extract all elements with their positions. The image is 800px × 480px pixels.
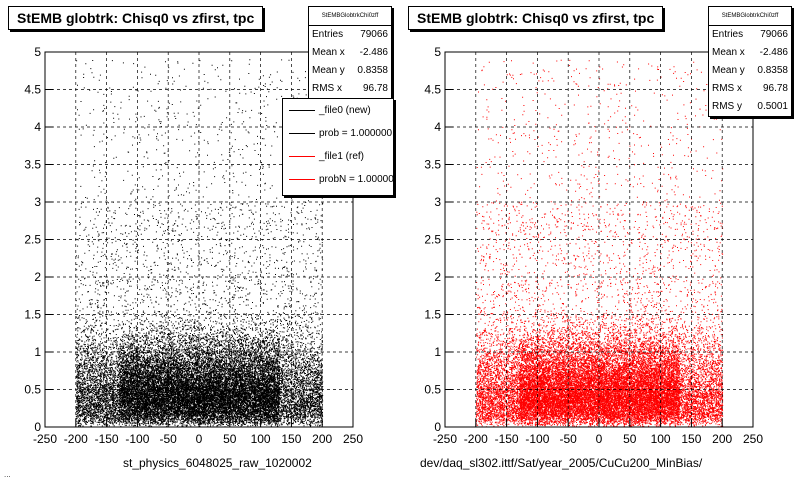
scatter-core — [518, 314, 680, 427]
y-tick-label: 4.5 — [424, 83, 441, 97]
stats-label: RMS x — [712, 83, 742, 94]
y-tick-label: 4 — [434, 120, 441, 134]
x-tick-label: 200 — [712, 432, 732, 446]
y-tick-label: 3.5 — [424, 158, 441, 172]
legend-line-icon — [289, 133, 315, 134]
legend-entry: prob = 1.000000 — [283, 122, 393, 145]
footnote: ... — [4, 470, 11, 479]
left-plot-panel: -250 -200 -150 -100 -50 0 50 100 150 200 250 0 0.5 1 1… — [4, 6, 394, 479]
x-tick-label: 50 — [623, 432, 637, 446]
legend-line-icon — [289, 179, 315, 180]
x-tick-label: 250 — [743, 432, 763, 446]
stats-row: Entries 79066 — [709, 26, 791, 44]
x-tick-label: -50 — [160, 432, 178, 446]
x-tick-label: -100 — [125, 432, 149, 446]
y-tick-label: 1.5 — [424, 308, 441, 322]
stats-label: Mean y — [312, 65, 345, 76]
y-tick-label: 2.5 — [424, 233, 441, 247]
left-stats-box: StEMBGlobtrkChi0zff Entries 79066 Mean x… — [308, 6, 392, 99]
x-tick-label: 50 — [223, 432, 237, 446]
x-tick-label: 200 — [312, 432, 332, 446]
stats-value: 0.5001 — [757, 101, 788, 112]
x-tick-label: 150 — [281, 432, 301, 446]
x-tick-label: 150 — [681, 432, 701, 446]
stats-value: -2.486 — [359, 47, 388, 58]
left-plot-title: StEMB globtrk: Chisq0 vs zfirst, tpc — [8, 6, 264, 30]
y-tick-label: 4 — [34, 120, 41, 134]
right-plot-panel: -250 -200 -150 -100 -50 0 50 100 150 200 250 0 0.5 1 1… — [400, 0, 800, 480]
x-tick-label: -100 — [525, 432, 549, 446]
stats-row: RMS x 96.78 — [709, 80, 791, 98]
legend-entry: probN = 1.000000 — [283, 168, 393, 191]
x-tick-label: -200 — [464, 432, 488, 446]
y-tick-label: 5 — [434, 45, 441, 59]
legend-entry: _file1 (ref) — [283, 145, 393, 168]
stats-row: Entries 79066 — [309, 26, 391, 44]
y-tick-label: 1 — [34, 345, 41, 359]
x-tick-label: -200 — [64, 432, 88, 446]
stats-row: Mean x -2.486 — [309, 44, 391, 62]
y-tick-label: 1.5 — [24, 308, 41, 322]
legend-label: probN = 1.000000 — [319, 174, 394, 185]
right-stats-box: StEMBGlobtrkChi0zff Entries 79066 Mean x… — [708, 6, 792, 117]
legend-label: _file0 (new) — [319, 105, 371, 116]
x-tick-label: 250 — [343, 432, 363, 446]
y-tick-label: 3 — [34, 195, 41, 209]
y-tick-label: 0 — [434, 420, 441, 434]
y-tick-label: 0.5 — [424, 383, 441, 397]
stats-value: 96.78 — [362, 83, 388, 94]
y-tick-label: 2 — [434, 270, 441, 284]
stats-label: Mean y — [712, 65, 745, 76]
x-tick-label: -50 — [560, 432, 578, 446]
y-tick-label: 3.5 — [24, 158, 41, 172]
y-tick-label: 2.5 — [24, 233, 41, 247]
stats-label: Mean x — [312, 47, 345, 58]
legend-label: _file1 (ref) — [319, 151, 365, 162]
x-tick-label: 0 — [596, 432, 603, 446]
y-tick-label: 3 — [434, 195, 441, 209]
y-tick-label: 4.5 — [24, 83, 41, 97]
x-tick-label: -150 — [495, 432, 519, 446]
stats-label: Mean x — [712, 47, 745, 58]
scatter-core — [118, 314, 281, 428]
legend-line-icon — [289, 110, 315, 111]
x-tick-label: -250 — [433, 432, 457, 446]
y-tick-label: 2 — [34, 270, 41, 284]
x-tick-label: 100 — [651, 432, 671, 446]
stats-value: 79066 — [360, 29, 388, 40]
x-tick-label: -250 — [33, 432, 57, 446]
stats-row: RMS y 0.5001 — [709, 98, 791, 116]
right-scatter-plot: -250 -200 -150 -100 -50 0 50 100 150 200 250 0 0.5 1 1… — [424, 45, 763, 446]
legend-box: _file0 (new) prob = 1.000000 _file1 (ref… — [282, 98, 394, 196]
stats-row: RMS x 96.78 — [309, 80, 391, 98]
stats-value: 96.78 — [762, 83, 788, 94]
y-tick-label: 5 — [34, 45, 41, 59]
left-x-axis-label: st_physics_6048025_raw_1020002 — [123, 456, 312, 470]
stats-label: Entries — [312, 29, 344, 40]
stats-row: Mean y 0.8358 — [309, 62, 391, 80]
right-plot-title: StEMB globtrk: Chisq0 vs zfirst, tpc — [408, 6, 664, 30]
stats-row: Mean x -2.486 — [709, 44, 791, 62]
x-tick-label: 100 — [251, 432, 271, 446]
right-stats-header: StEMBGlobtrkChi0zff — [709, 7, 791, 26]
right-x-axis-label: dev/daq_sl302.ittf/Sat/year_2005/CuCu200… — [420, 456, 703, 470]
left-stats-header: StEMBGlobtrkChi0zff — [309, 7, 391, 26]
stats-label: Entries — [712, 29, 744, 40]
stats-value: -2.486 — [759, 47, 788, 58]
stats-row: Mean y 0.8358 — [709, 62, 791, 80]
stats-label: RMS y — [712, 101, 742, 112]
y-tick-label: 1 — [434, 345, 441, 359]
legend-entry: _file0 (new) — [283, 99, 393, 122]
x-tick-label: 0 — [196, 432, 203, 446]
y-tick-label: 0 — [34, 420, 41, 434]
legend-label: prob = 1.000000 — [319, 128, 393, 139]
stats-value: 0.8358 — [357, 65, 388, 76]
stats-label: RMS x — [312, 83, 342, 94]
y-tick-label: 0.5 — [24, 383, 41, 397]
stats-value: 0.8358 — [757, 65, 788, 76]
stats-value: 79066 — [760, 29, 788, 40]
legend-line-icon — [289, 156, 315, 157]
x-tick-label: -150 — [95, 432, 119, 446]
